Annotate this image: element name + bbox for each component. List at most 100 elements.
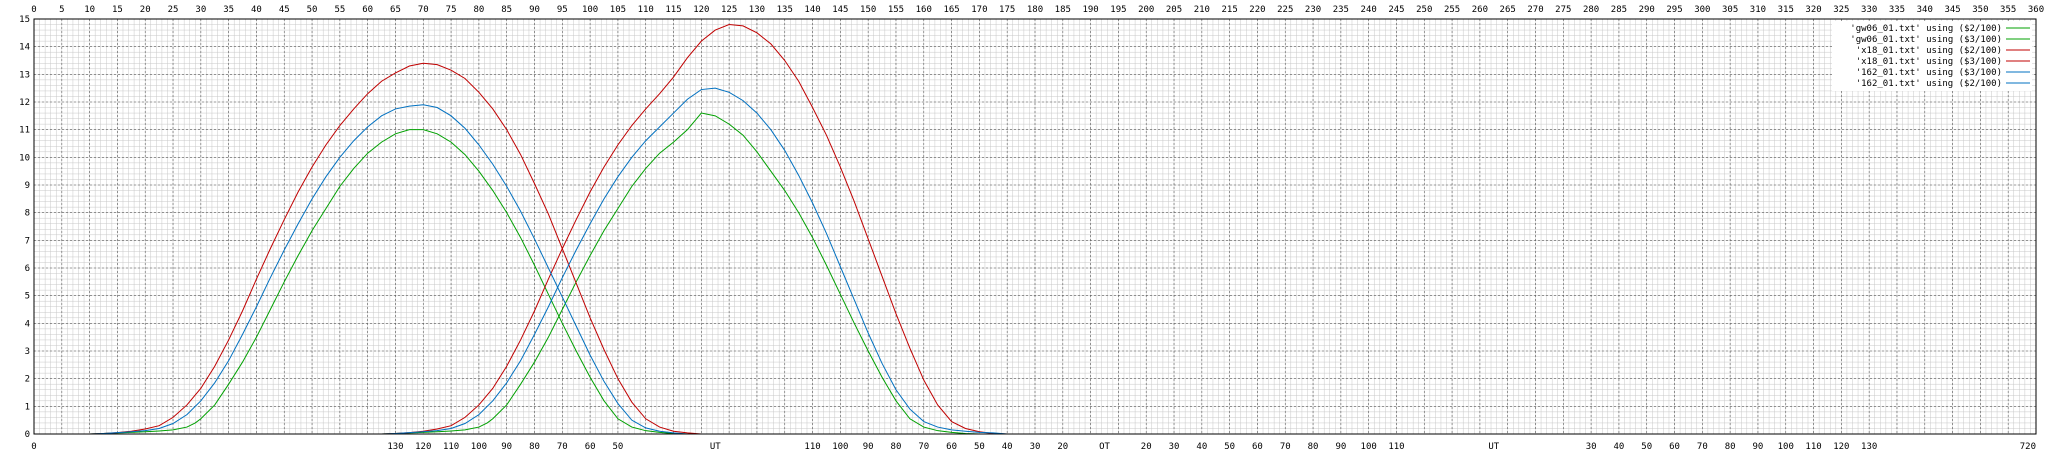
top-tick-label: 160 [916, 5, 932, 15]
top-tick-label: 135 [777, 5, 793, 15]
top-tick-label: 15 [112, 5, 123, 15]
top-tick-label: 70 [418, 5, 429, 15]
top-tick-label: 255 [1444, 5, 1460, 15]
bottom-tick-label: 30 [1169, 442, 1180, 452]
series-line-3 [34, 62, 702, 435]
bottom-tick-label: 110 [443, 442, 459, 452]
top-tick-label: 245 [1388, 5, 1404, 15]
legend-entry-label: 'gw06_01.txt' using ($2/100) [1850, 24, 2002, 34]
top-tick-label: 315 [1778, 5, 1794, 15]
series-line-4 [381, 24, 1008, 435]
bottom-tick-label: 110 [804, 442, 820, 452]
top-tick-label: 145 [832, 5, 848, 15]
top-tick-label: 235 [1333, 5, 1349, 15]
bottom-tick-label: 80 [1725, 442, 1736, 452]
bottom-tick-label: 90 [1335, 442, 1346, 452]
top-tick-label: 240 [1361, 5, 1377, 15]
top-tick-label: 60 [362, 5, 373, 15]
top-tick-label: 250 [1416, 5, 1432, 15]
top-tick-label: 215 [1222, 5, 1238, 15]
y-tick-label: 5 [25, 292, 30, 302]
top-tick-label: 320 [1805, 5, 1821, 15]
top-tick-label: 55 [334, 5, 345, 15]
y-tick-label: 2 [25, 375, 30, 385]
top-tick-label: 40 [251, 5, 262, 15]
top-tick-label: 35 [223, 5, 234, 15]
top-tick-label: 330 [1861, 5, 1877, 15]
bottom-tick-label: UT [710, 442, 721, 452]
y-tick-label: 12 [19, 98, 30, 108]
legend: 'gw06_01.txt' using ($2/100)'gw06_01.txt… [1832, 21, 2032, 91]
top-tick-label: 185 [1055, 5, 1071, 15]
bottom-tick-label: 100 [471, 442, 487, 452]
bottom-tick-label: 720 [2020, 442, 2036, 452]
major-grid-lines [33, 18, 2037, 435]
top-tick-label: 360 [2028, 5, 2044, 15]
top-tick-label: 355 [2000, 5, 2016, 15]
top-tick-label: 305 [1722, 5, 1738, 15]
top-tick-label: 115 [665, 5, 681, 15]
bottom-tick-label: 30 [1586, 442, 1597, 452]
top-tick-label: 20 [140, 5, 151, 15]
top-tick-label: 345 [1944, 5, 1960, 15]
top-tick-label: 10 [84, 5, 95, 15]
top-axis: 0 5 10 15 20 25 30 35 40 45 50 55 60 65 70 75 80 85 90 95 10… [31, 5, 2044, 15]
bottom-tick-label: 90 [501, 442, 512, 452]
bottom-tick-label: OT [1099, 442, 1110, 452]
y-tick-label: 4 [25, 319, 30, 329]
bottom-tick-label: 50 [1224, 442, 1235, 452]
top-tick-label: 340 [1917, 5, 1933, 15]
bottom-tick-label: 50 [1641, 442, 1652, 452]
bottom-tick-label: 40 [1002, 442, 1013, 452]
top-tick-label: 85 [501, 5, 512, 15]
top-tick-label: 30 [195, 5, 206, 15]
y-tick-label: 0 [25, 430, 30, 440]
bottom-tick-label: 90 [1753, 442, 1764, 452]
y-tick-label: 6 [25, 264, 30, 274]
top-tick-label: 95 [557, 5, 568, 15]
top-tick-label: 225 [1277, 5, 1293, 15]
y-tick-label: 14 [19, 43, 30, 53]
legend-entry-label: '162_01.txt' using ($3/100) [1856, 68, 2002, 78]
series-layer [34, 24, 1008, 435]
legend-entry-label: 'gw06_01.txt' using ($3/100) [1850, 35, 2002, 45]
top-tick-label: 155 [888, 5, 904, 15]
bottom-tick-label: 100 [832, 442, 848, 452]
top-tick-label: 290 [1639, 5, 1655, 15]
bottom-tick-label: 20 [1141, 442, 1152, 452]
y-tick-label: 3 [25, 347, 30, 357]
bottom-tick-label: 130 [387, 442, 403, 452]
y-tick-label: 15 [19, 15, 30, 25]
legend-entry-label: '162_01.txt' using ($2/100) [1856, 79, 2002, 89]
bottom-tick-label: 50 [974, 442, 985, 452]
top-tick-label: 300 [1694, 5, 1710, 15]
top-tick-label: 210 [1194, 5, 1210, 15]
y-tick-label: 9 [25, 181, 30, 191]
bottom-tick-label: 120 [415, 442, 431, 452]
top-tick-label: 270 [1527, 5, 1543, 15]
top-tick-label: 260 [1472, 5, 1488, 15]
bottom-tick-label: 0 [31, 442, 36, 452]
y-tick-label: 10 [19, 153, 30, 163]
top-tick-label: 65 [390, 5, 401, 15]
bottom-tick-label: 110 [1388, 442, 1404, 452]
top-tick-label: 50 [307, 5, 318, 15]
top-tick-label: 335 [1889, 5, 1905, 15]
top-tick-label: 130 [749, 5, 765, 15]
top-tick-label: 90 [529, 5, 540, 15]
bottom-tick-label: 80 [529, 442, 540, 452]
bottom-tick-label: UT [1488, 442, 1499, 452]
top-tick-label: 5 [59, 5, 64, 15]
bottom-tick-label: 100 [1361, 442, 1377, 452]
top-tick-label: 100 [582, 5, 598, 15]
y-tick-label: 7 [25, 236, 30, 246]
top-tick-label: 140 [804, 5, 820, 15]
top-tick-label: 350 [1972, 5, 1988, 15]
top-tick-label: 200 [1138, 5, 1154, 15]
top-tick-label: 195 [1110, 5, 1126, 15]
top-tick-label: 280 [1583, 5, 1599, 15]
y-tick-label: 11 [19, 126, 30, 136]
legend-entry-label: 'x18_01.txt' using ($2/100) [1856, 46, 2002, 56]
